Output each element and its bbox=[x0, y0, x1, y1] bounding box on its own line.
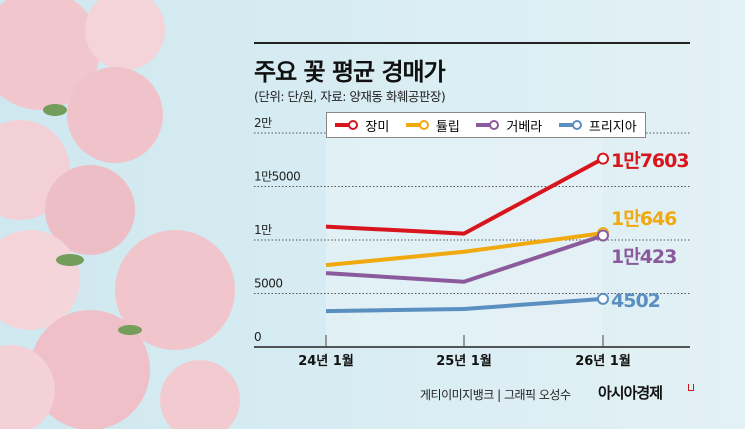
x-tick-label: 24년 1월 bbox=[298, 353, 354, 369]
chart-title: 주요 꽃 평균 경매가 bbox=[254, 58, 446, 86]
legend-label: 거베라 bbox=[506, 119, 543, 135]
legend-swatch bbox=[558, 120, 582, 130]
legend-swatch bbox=[335, 120, 359, 130]
y-tick-label: 1만 bbox=[254, 223, 272, 237]
legend-label: 프리지아 bbox=[588, 119, 637, 135]
y-tick-label: 2만 bbox=[254, 116, 272, 130]
legend-item: 장미 bbox=[335, 116, 389, 135]
x-tick-label: 26년 1월 bbox=[575, 353, 631, 369]
y-tick-label: 1만5000 bbox=[254, 170, 300, 184]
legend-item: 거베라 bbox=[476, 116, 542, 135]
series-line-튤립 bbox=[325, 231, 604, 268]
peony-flowers-image bbox=[0, 0, 240, 429]
legend-swatch bbox=[405, 120, 429, 130]
data-label: 1만7603 bbox=[611, 150, 689, 172]
data-point bbox=[597, 292, 609, 305]
credit: 게티이미지뱅크 | 그래픽 오성수 bbox=[420, 388, 571, 402]
y-tick-label: 0 bbox=[254, 330, 261, 344]
title-rule bbox=[254, 42, 690, 44]
x-tick-label: 25년 1월 bbox=[436, 353, 492, 369]
series-line-프리지아 bbox=[325, 296, 604, 314]
y-tick-label: 5000 bbox=[254, 277, 283, 291]
data-label: 1만646 bbox=[611, 208, 677, 230]
series-line-장미 bbox=[325, 156, 604, 236]
data-label: 1만423 bbox=[611, 246, 676, 268]
logo-mark-icon bbox=[688, 384, 694, 391]
legend-swatch bbox=[476, 120, 500, 130]
legend-label: 튤립 bbox=[435, 119, 460, 135]
legend: 장미 튤립 거베라 프리지아 bbox=[326, 112, 646, 138]
legend-item: 프리지아 bbox=[558, 116, 637, 135]
legend-item: 튤립 bbox=[405, 116, 460, 135]
chart-subtitle: (단위: 단/원, 자료: 양재동 화훼공판장) bbox=[254, 89, 446, 104]
data-point bbox=[597, 229, 609, 242]
legend-label: 장미 bbox=[365, 119, 390, 135]
data-point bbox=[597, 152, 609, 165]
series-line-거베라 bbox=[325, 233, 604, 284]
data-label: 4502 bbox=[611, 290, 660, 312]
publisher-logo: 아시아경제 bbox=[598, 384, 663, 402]
